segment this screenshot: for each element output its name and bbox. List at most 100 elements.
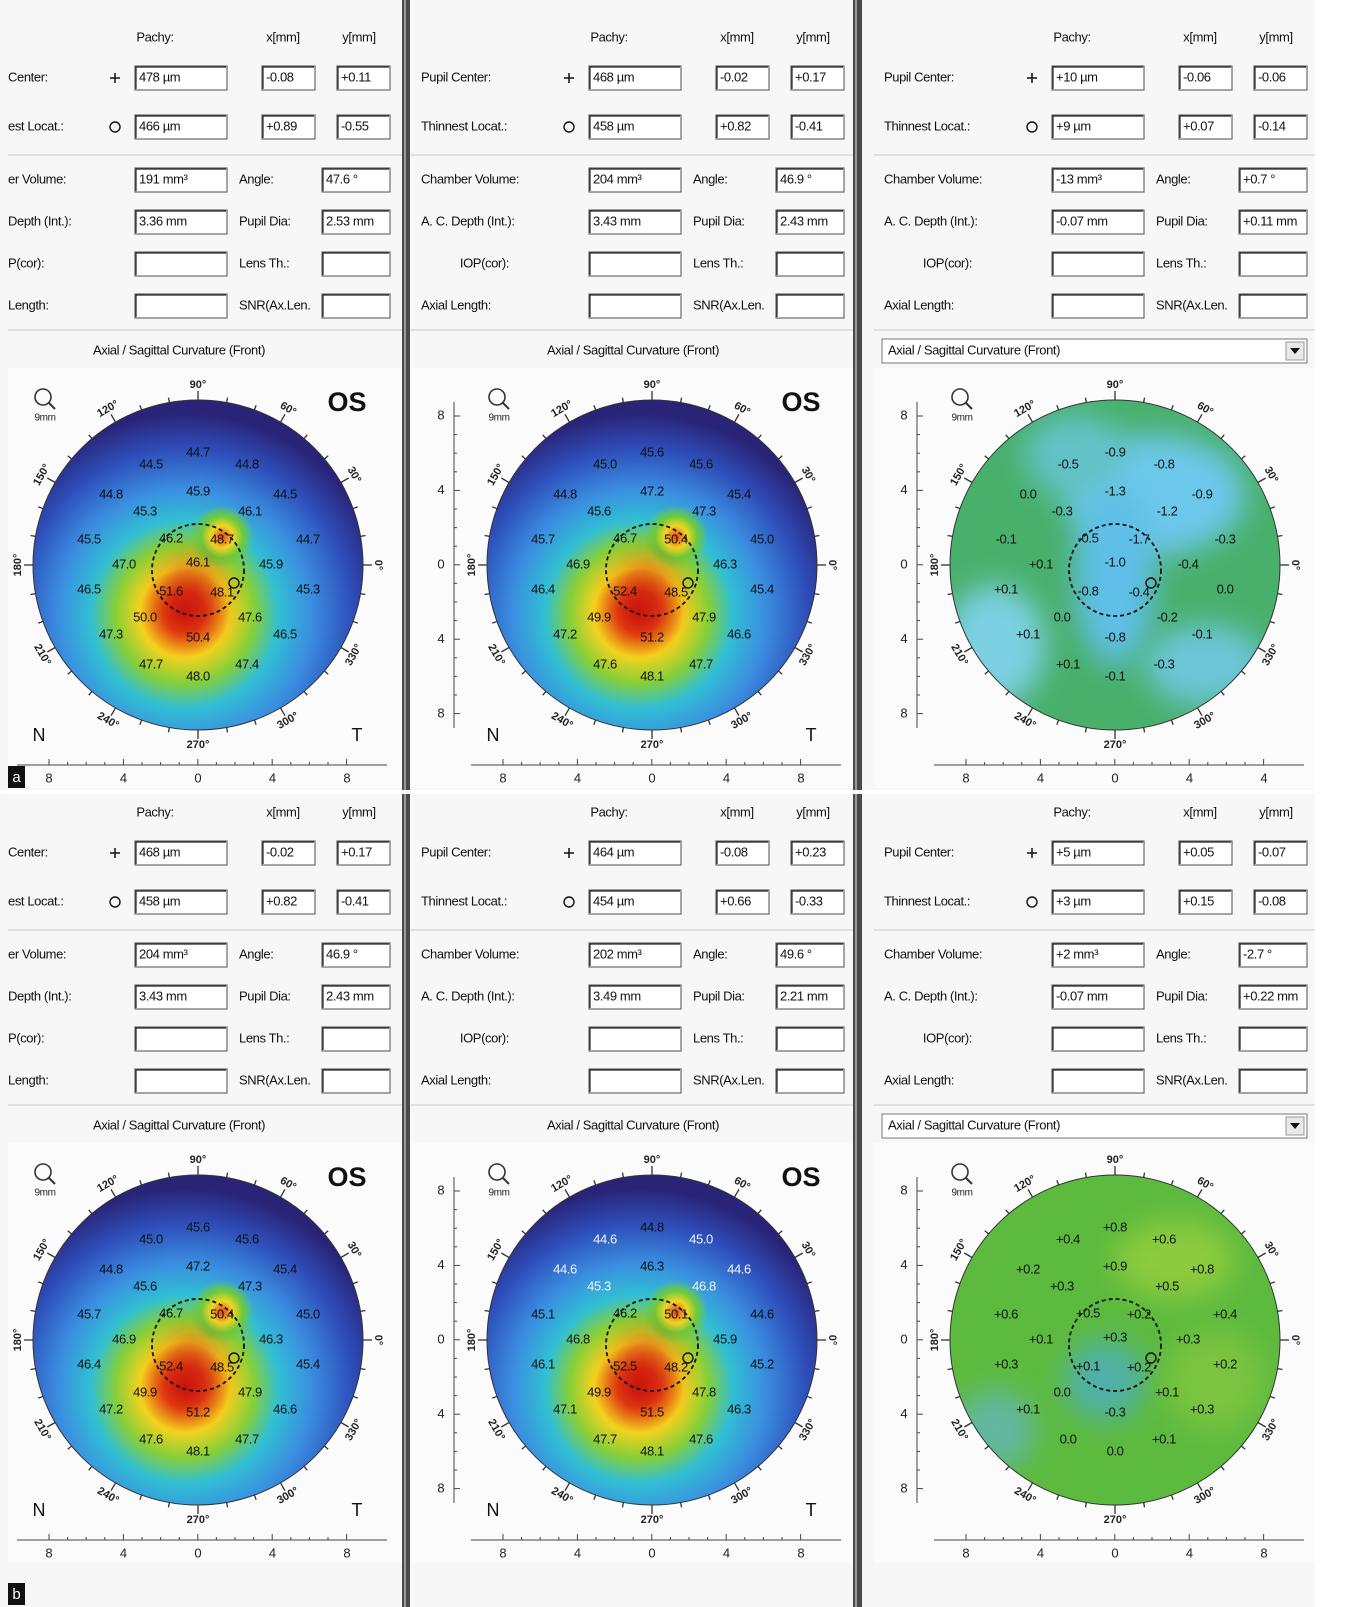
map-value: 45.6 (133, 1278, 157, 1293)
row-label: SNR(Ax.Len. (693, 1072, 764, 1087)
map-value: 50.1 (664, 1306, 688, 1321)
map-value: -0.2 (1157, 609, 1178, 624)
rim-tick (621, 397, 624, 403)
rim-tick (360, 1309, 366, 1312)
rim-tick (67, 1230, 73, 1235)
thinnest-marker (1145, 1352, 1157, 1364)
rim-tick (30, 1368, 36, 1371)
rim-tick (360, 534, 366, 537)
rim-tick (1220, 690, 1225, 696)
rim-tick (814, 1309, 820, 1312)
field-box (1238, 293, 1308, 319)
map-value: +0.1 (1056, 656, 1080, 671)
row-label: Chamber Volume: (421, 946, 519, 961)
map-value: 44.6 (727, 1261, 751, 1276)
field-box (261, 889, 316, 915)
y-header: y[mm] (796, 804, 829, 819)
rim-tick (30, 593, 36, 596)
field-box-shadow (337, 115, 389, 138)
field-box (588, 167, 682, 193)
temporal-label: T (352, 725, 363, 745)
row-label: SNR(Ax.Len. (693, 297, 764, 312)
row-label: Chamber Volume: (884, 946, 982, 961)
rim-tick (680, 1172, 683, 1178)
field-box (775, 1026, 845, 1052)
x-tick-label: 8 (797, 1545, 804, 1560)
x-tick-label: 8 (343, 1545, 350, 1560)
map-value: +0.8 (1190, 1261, 1214, 1276)
map-value: 46.1 (186, 554, 210, 569)
map-value: 49.9 (587, 1384, 611, 1399)
rim-tick (1257, 646, 1267, 653)
map-value: +0.3 (1103, 1329, 1127, 1344)
map-value: +0.2 (1127, 1359, 1151, 1374)
row-label: Angle: (1156, 946, 1190, 961)
field-box-shadow (322, 210, 389, 233)
field-value: +0.17 (795, 69, 826, 84)
field-box (588, 942, 682, 968)
field-box-shadow (589, 1069, 680, 1092)
row-label: Pupil Dia: (1156, 988, 1208, 1003)
map-value: 47.4 (235, 656, 259, 671)
zoom-lens[interactable] (34, 388, 52, 406)
field-box-shadow (1239, 252, 1306, 275)
field-box (715, 889, 770, 915)
row-label: Depth (Int.): (8, 988, 71, 1003)
nasal-label: N (33, 1500, 46, 1520)
field-box (1051, 942, 1145, 968)
field-box (336, 114, 391, 140)
field-box (588, 114, 682, 140)
map-value: 0.0 (1060, 1431, 1077, 1446)
y-tick-label: 4 (437, 631, 444, 646)
zoom-label: 9mm (951, 413, 972, 424)
rim-tick (88, 690, 93, 696)
field-box (588, 1068, 682, 1094)
topography-map (487, 1175, 817, 1505)
x-tick-label: 4 (1260, 770, 1267, 785)
zoom-lens[interactable] (951, 388, 969, 406)
field-box-shadow (1179, 66, 1231, 89)
field-box (588, 984, 682, 1010)
rim-tick (984, 1445, 990, 1450)
map-dropdown[interactable] (881, 1113, 1308, 1139)
field-box (790, 889, 845, 915)
row-label: Center: (8, 844, 48, 859)
field-value: +0.11 mm (1243, 213, 1297, 228)
row-label: IOP(cor): (923, 255, 972, 270)
rim-tick (1027, 413, 1034, 423)
field-box-shadow (322, 1027, 389, 1050)
map-value: 47.8 (692, 1384, 716, 1399)
zoom-lens[interactable] (34, 1163, 52, 1181)
field-value: 204 mm³ (139, 946, 189, 961)
field-box-shadow (776, 210, 843, 233)
zoom-lens[interactable] (488, 1163, 506, 1181)
map-hotspot (644, 1280, 708, 1344)
rim-tick (707, 719, 711, 725)
row-label: Thinnest Locat.: (884, 893, 970, 908)
zoom-lens[interactable] (488, 388, 506, 406)
map-hotspot (644, 505, 708, 569)
map-value: 46.8 (566, 1331, 590, 1346)
map-dropdown[interactable] (881, 338, 1308, 364)
map-value: 47.9 (692, 609, 716, 624)
row-label: er Volume: (8, 946, 66, 961)
row-label: Angle: (693, 171, 727, 186)
rim-tick (1084, 1502, 1087, 1508)
rim-tick (323, 455, 329, 460)
eye-label: OS (781, 387, 820, 417)
rim-tick (46, 646, 56, 653)
zoom-lens[interactable] (951, 1163, 969, 1181)
field-box (134, 840, 228, 866)
map-value: -0.9 (1105, 444, 1126, 459)
map-value: 48.1 (640, 668, 664, 683)
rim-tick (1269, 620, 1275, 624)
x-tick-label: 0 (1111, 770, 1118, 785)
thinnest-marker (1145, 577, 1157, 589)
pupil-outline (1068, 1298, 1162, 1392)
field-box-shadow (322, 252, 389, 275)
field-box-shadow (776, 943, 843, 966)
angle-label: 180° (929, 1329, 941, 1352)
field-box-shadow (337, 841, 389, 864)
map-value: 44.8 (640, 1219, 664, 1234)
